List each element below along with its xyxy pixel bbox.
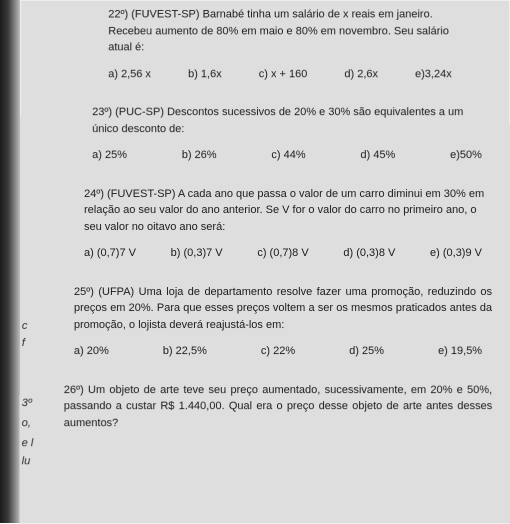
- option-e: e)50%: [450, 147, 482, 163]
- option-d: d) (0,3)8 V: [343, 245, 395, 261]
- margin-char: o,: [22, 415, 31, 432]
- option-e: e)3,24x: [415, 66, 452, 82]
- question-source: (PUC-SP): [115, 106, 164, 118]
- option-d: d) 45%: [360, 147, 395, 163]
- question-text: 25º) (UFPA) Uma loja de departamento res…: [74, 284, 492, 334]
- option-b: b) 1,6x: [188, 66, 222, 82]
- question-text: 22º) (FUVEST-SP) Barnabé tinha um salári…: [108, 6, 461, 55]
- question-number: 24º): [84, 188, 104, 200]
- question-text: 26º) Um objeto de arte teve seu preço au…: [64, 382, 493, 432]
- margin-char: lu: [22, 453, 31, 470]
- question-25: 25º) (UFPA) Uma loja de departamento res…: [58, 284, 492, 360]
- option-a: a) 20%: [74, 343, 109, 360]
- option-b: b) (0,3)7 V: [171, 245, 223, 261]
- option-a: a) 25%: [92, 147, 127, 163]
- option-b: b) 26%: [182, 147, 217, 163]
- question-23: 23º) (PUC-SP) Descontos sucessivos de 20…: [58, 104, 492, 163]
- question-number: 25º): [74, 286, 94, 298]
- question-text: 24º) (FUVEST-SP) A cada ano que passa o …: [84, 186, 492, 235]
- margin-char: c: [22, 318, 28, 335]
- option-a: a) (0,7)7 V: [84, 245, 136, 261]
- question-source: (FUVEST-SP): [107, 188, 175, 200]
- left-margin-cutoff-text: c f 3º o, e l lu: [20, 1, 39, 524]
- question-source: (UFPA): [98, 286, 134, 298]
- option-d: d) 2,6x: [344, 66, 378, 82]
- margin-char: e l: [22, 435, 34, 452]
- question-number: 22º): [108, 8, 128, 20]
- option-e: e) (0,3)9 V: [430, 245, 482, 261]
- margin-char: 3º: [22, 395, 32, 412]
- question-24: 24º) (FUVEST-SP) A cada ano que passa o …: [58, 186, 492, 262]
- photo-dark-edge: [0, 0, 20, 523]
- question-number: 26º): [64, 384, 84, 396]
- question-text: 23º) (PUC-SP) Descontos sucessivos de 20…: [92, 104, 492, 137]
- margin-char: f: [22, 335, 25, 352]
- option-c: c) 22%: [261, 343, 295, 360]
- question-number: 23º): [92, 106, 112, 118]
- document-page: c f 3º o, e l lu 22º) (FUVEST-SP) Barnab…: [20, 1, 510, 524]
- question-options: a) (0,7)7 V b) (0,3)7 V c) (0,7)8 V d) (…: [84, 245, 492, 261]
- question-options: a) 20% b) 22,5% c) 22% d) 25% e) 19,5%: [74, 343, 492, 360]
- question-options: a) 2,56 x b) 1,6x c) x + 160 d) 2,6x e)3…: [108, 66, 462, 82]
- option-b: b) 22,5%: [163, 343, 207, 360]
- question-26: 26º) Um objeto de arte teve seu preço au…: [58, 382, 493, 432]
- question-body: Um objeto de arte teve seu preço aumenta…: [64, 384, 492, 429]
- question-body: Uma loja de departamento resolve fazer u…: [74, 286, 492, 331]
- option-c: c) (0,7)8 V: [257, 245, 308, 261]
- question-22: 22º) (FUVEST-SP) Barnabé tinha um salári…: [58, 6, 491, 82]
- option-c: c) 44%: [271, 147, 305, 163]
- question-options: a) 25% b) 26% c) 44% d) 45% e)50%: [92, 147, 492, 163]
- question-source: (FUVEST-SP): [131, 8, 199, 20]
- option-d: d) 25%: [349, 343, 384, 360]
- option-e: e) 19,5%: [438, 343, 482, 360]
- option-a: a) 2,56 x: [108, 66, 151, 82]
- option-c: c) x + 160: [259, 66, 308, 82]
